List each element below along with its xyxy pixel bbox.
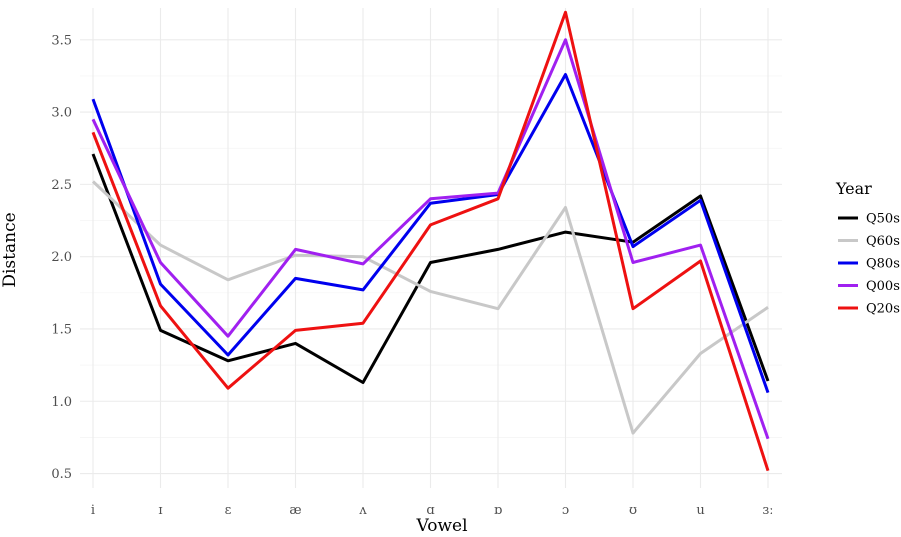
x-tick-label: ɜː bbox=[763, 503, 774, 518]
y-tick-label: 2.0 bbox=[51, 250, 72, 265]
series-line-q00s bbox=[91, 38, 770, 440]
series-group bbox=[91, 10, 770, 472]
legend-label: Q50s bbox=[866, 212, 900, 227]
y-tick-label: 3.0 bbox=[51, 106, 72, 121]
x-axis-title: Vowel bbox=[416, 516, 468, 536]
legend-items: Q50s Q60s Q80s Q00s Q20s bbox=[838, 212, 900, 317]
x-tick-label: ɛ bbox=[225, 503, 232, 518]
x-tick-label: ʊ bbox=[629, 503, 637, 518]
legend-label: Q60s bbox=[866, 234, 900, 249]
y-tick-label: 1.0 bbox=[51, 395, 72, 410]
series-line-q50s bbox=[91, 153, 770, 384]
legend-title: Year bbox=[835, 179, 872, 198]
legend-label: Q20s bbox=[866, 302, 900, 317]
x-tick-label: æ bbox=[289, 503, 301, 518]
series-line-q80s bbox=[91, 73, 770, 394]
x-tick-label: i bbox=[91, 503, 95, 518]
x-tick-label: ɒ bbox=[494, 503, 502, 518]
y-tick-label: 1.5 bbox=[51, 322, 72, 337]
y-tick-label: 3.5 bbox=[51, 33, 72, 48]
legend: Year Q50s Q60s Q80s Q00s Q20s bbox=[835, 179, 900, 317]
x-tick-label: ɪ bbox=[158, 503, 162, 518]
y-tick-label: 2.5 bbox=[51, 178, 72, 193]
y-axis-ticks: 0.5 1.0 1.5 2.0 2.5 3.0 3.5 bbox=[51, 33, 72, 482]
x-tick-label: ɑ bbox=[426, 503, 434, 518]
x-axis-ticks: i ɪ ɛ æ ʌ ɑ ɒ ɔ ʊ u ɜː bbox=[91, 503, 774, 518]
y-axis-title: Distance bbox=[0, 212, 20, 287]
grid bbox=[80, 8, 782, 488]
x-tick-label: ʌ bbox=[358, 503, 367, 518]
series-line-q60s bbox=[91, 180, 769, 435]
x-tick-label: u bbox=[696, 503, 704, 518]
x-tick-label: ɔ bbox=[562, 503, 569, 518]
series-line-q20s bbox=[91, 10, 770, 472]
y-tick-label: 0.5 bbox=[51, 467, 72, 482]
legend-label: Q80s bbox=[866, 257, 900, 272]
legend-label: Q00s bbox=[866, 279, 900, 294]
